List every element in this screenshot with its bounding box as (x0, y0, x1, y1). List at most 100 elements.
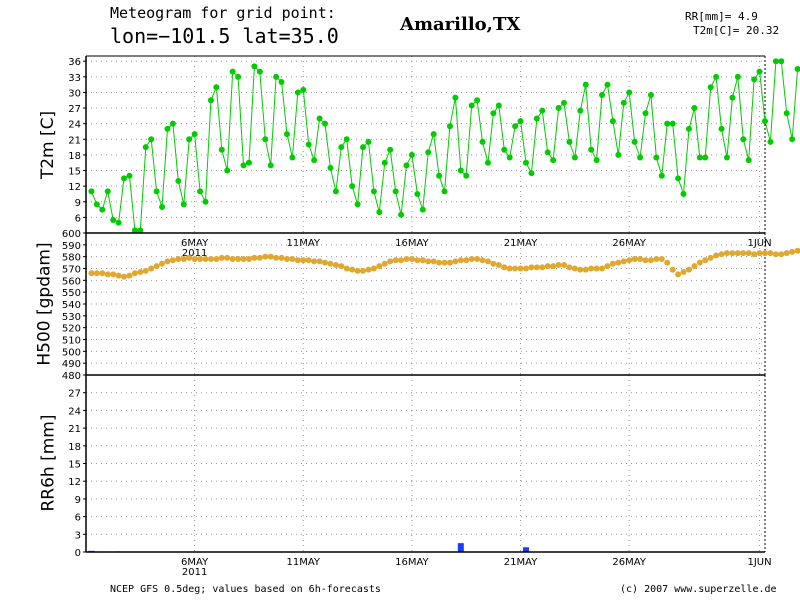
t2m-point (664, 120, 671, 127)
h500-point (680, 269, 687, 276)
t2m-point (419, 206, 426, 213)
t2m-point (637, 154, 644, 161)
h500-point (740, 250, 747, 257)
t2m-point (783, 110, 790, 117)
t2m-point (430, 131, 437, 138)
y-tick-label: 9 (75, 198, 81, 209)
h500-point (256, 254, 263, 261)
y-tick-label: 33 (68, 73, 81, 84)
h500-point (772, 251, 779, 258)
h500-point (723, 250, 730, 257)
t2m-point (322, 120, 329, 127)
t2m-point (484, 159, 491, 166)
h500-point (164, 258, 171, 265)
h500-point (229, 256, 236, 263)
y-tick-label: 27 (68, 104, 81, 115)
h500-point (392, 257, 399, 264)
t2m-point (169, 120, 176, 127)
t2m-readout: T2m[C]= 20.32 (693, 24, 780, 37)
h500-point (626, 257, 633, 264)
t2m-point (582, 81, 589, 88)
h500-point (702, 257, 709, 264)
h500-point (718, 251, 725, 258)
t2m-point (642, 110, 649, 117)
h500-point (343, 265, 350, 272)
h500-point (398, 257, 405, 264)
h500-point (273, 254, 280, 261)
h500-point (653, 256, 660, 263)
t2m-point (555, 105, 562, 112)
t2m-point (376, 209, 383, 216)
t2m-point (159, 203, 166, 210)
h500-point (794, 247, 800, 254)
t2m-point (772, 58, 779, 65)
h500-point (528, 264, 535, 271)
y-tick-label: 480 (62, 371, 81, 382)
h500-point (609, 260, 616, 267)
t2m-point (294, 89, 301, 96)
t2m-point (229, 68, 236, 75)
x-tick-year: 2011 (182, 567, 207, 578)
h500-point (316, 258, 323, 265)
t2m-point (463, 172, 470, 179)
t2m-point (767, 138, 774, 145)
t2m-point (289, 154, 296, 161)
t2m-point (751, 76, 758, 83)
h500-point (452, 258, 459, 265)
t2m-point (332, 188, 339, 195)
t2m-point (153, 188, 160, 195)
y-tick-label: 24 (68, 120, 81, 131)
y-tick-label: 600 (62, 229, 81, 240)
h500-point (425, 258, 432, 265)
y-tick-label: 3 (75, 530, 81, 541)
x-tick-label: 26MAY (612, 557, 646, 568)
t2m-point (110, 216, 117, 223)
h500-point (99, 270, 106, 277)
y-tick-label: 12 (68, 477, 81, 488)
h500-point (121, 273, 128, 280)
h500-point (561, 261, 568, 268)
h500-point (115, 272, 122, 279)
t2m-point (235, 73, 242, 80)
t2m-point (283, 131, 290, 138)
t2m-point (653, 154, 660, 161)
h500-point (262, 253, 269, 260)
h500-point (566, 264, 573, 271)
y-tick-label: 520 (62, 324, 81, 335)
title-line-1: Meteogram for grid point: (110, 4, 336, 22)
t2m-point (300, 86, 307, 93)
h500-point (484, 258, 491, 265)
h500-point (446, 259, 453, 266)
panel-1 (83, 232, 800, 376)
rr-bar (522, 547, 529, 552)
h500-point (360, 267, 367, 274)
t2m-point (539, 107, 546, 114)
h500-point (495, 261, 502, 268)
h500-point (251, 254, 258, 261)
h500-point (180, 256, 187, 263)
t2m-point (446, 123, 453, 130)
h500-point (512, 265, 519, 272)
t2m-point (729, 94, 736, 101)
y-tick-label: 590 (62, 241, 81, 252)
h500-point (338, 263, 345, 270)
y-tick-label: 550 (62, 288, 81, 299)
y-tick-label: 490 (62, 359, 81, 370)
h500-point (778, 251, 785, 258)
h500-point (501, 264, 508, 271)
t2m-point (256, 68, 263, 75)
t2m-point (571, 154, 578, 161)
h500-point (365, 266, 372, 273)
h500-point (517, 265, 524, 272)
h500-point (713, 252, 720, 259)
t2m-point (343, 136, 350, 143)
y-tick-label: 36 (68, 57, 81, 68)
t2m-point (544, 149, 551, 156)
h500-point (685, 266, 692, 273)
h500-point (354, 267, 361, 274)
t2m-point (131, 227, 138, 234)
y-tick-label: 24 (68, 406, 81, 417)
h500-point (137, 269, 144, 276)
t2m-point (718, 125, 725, 132)
